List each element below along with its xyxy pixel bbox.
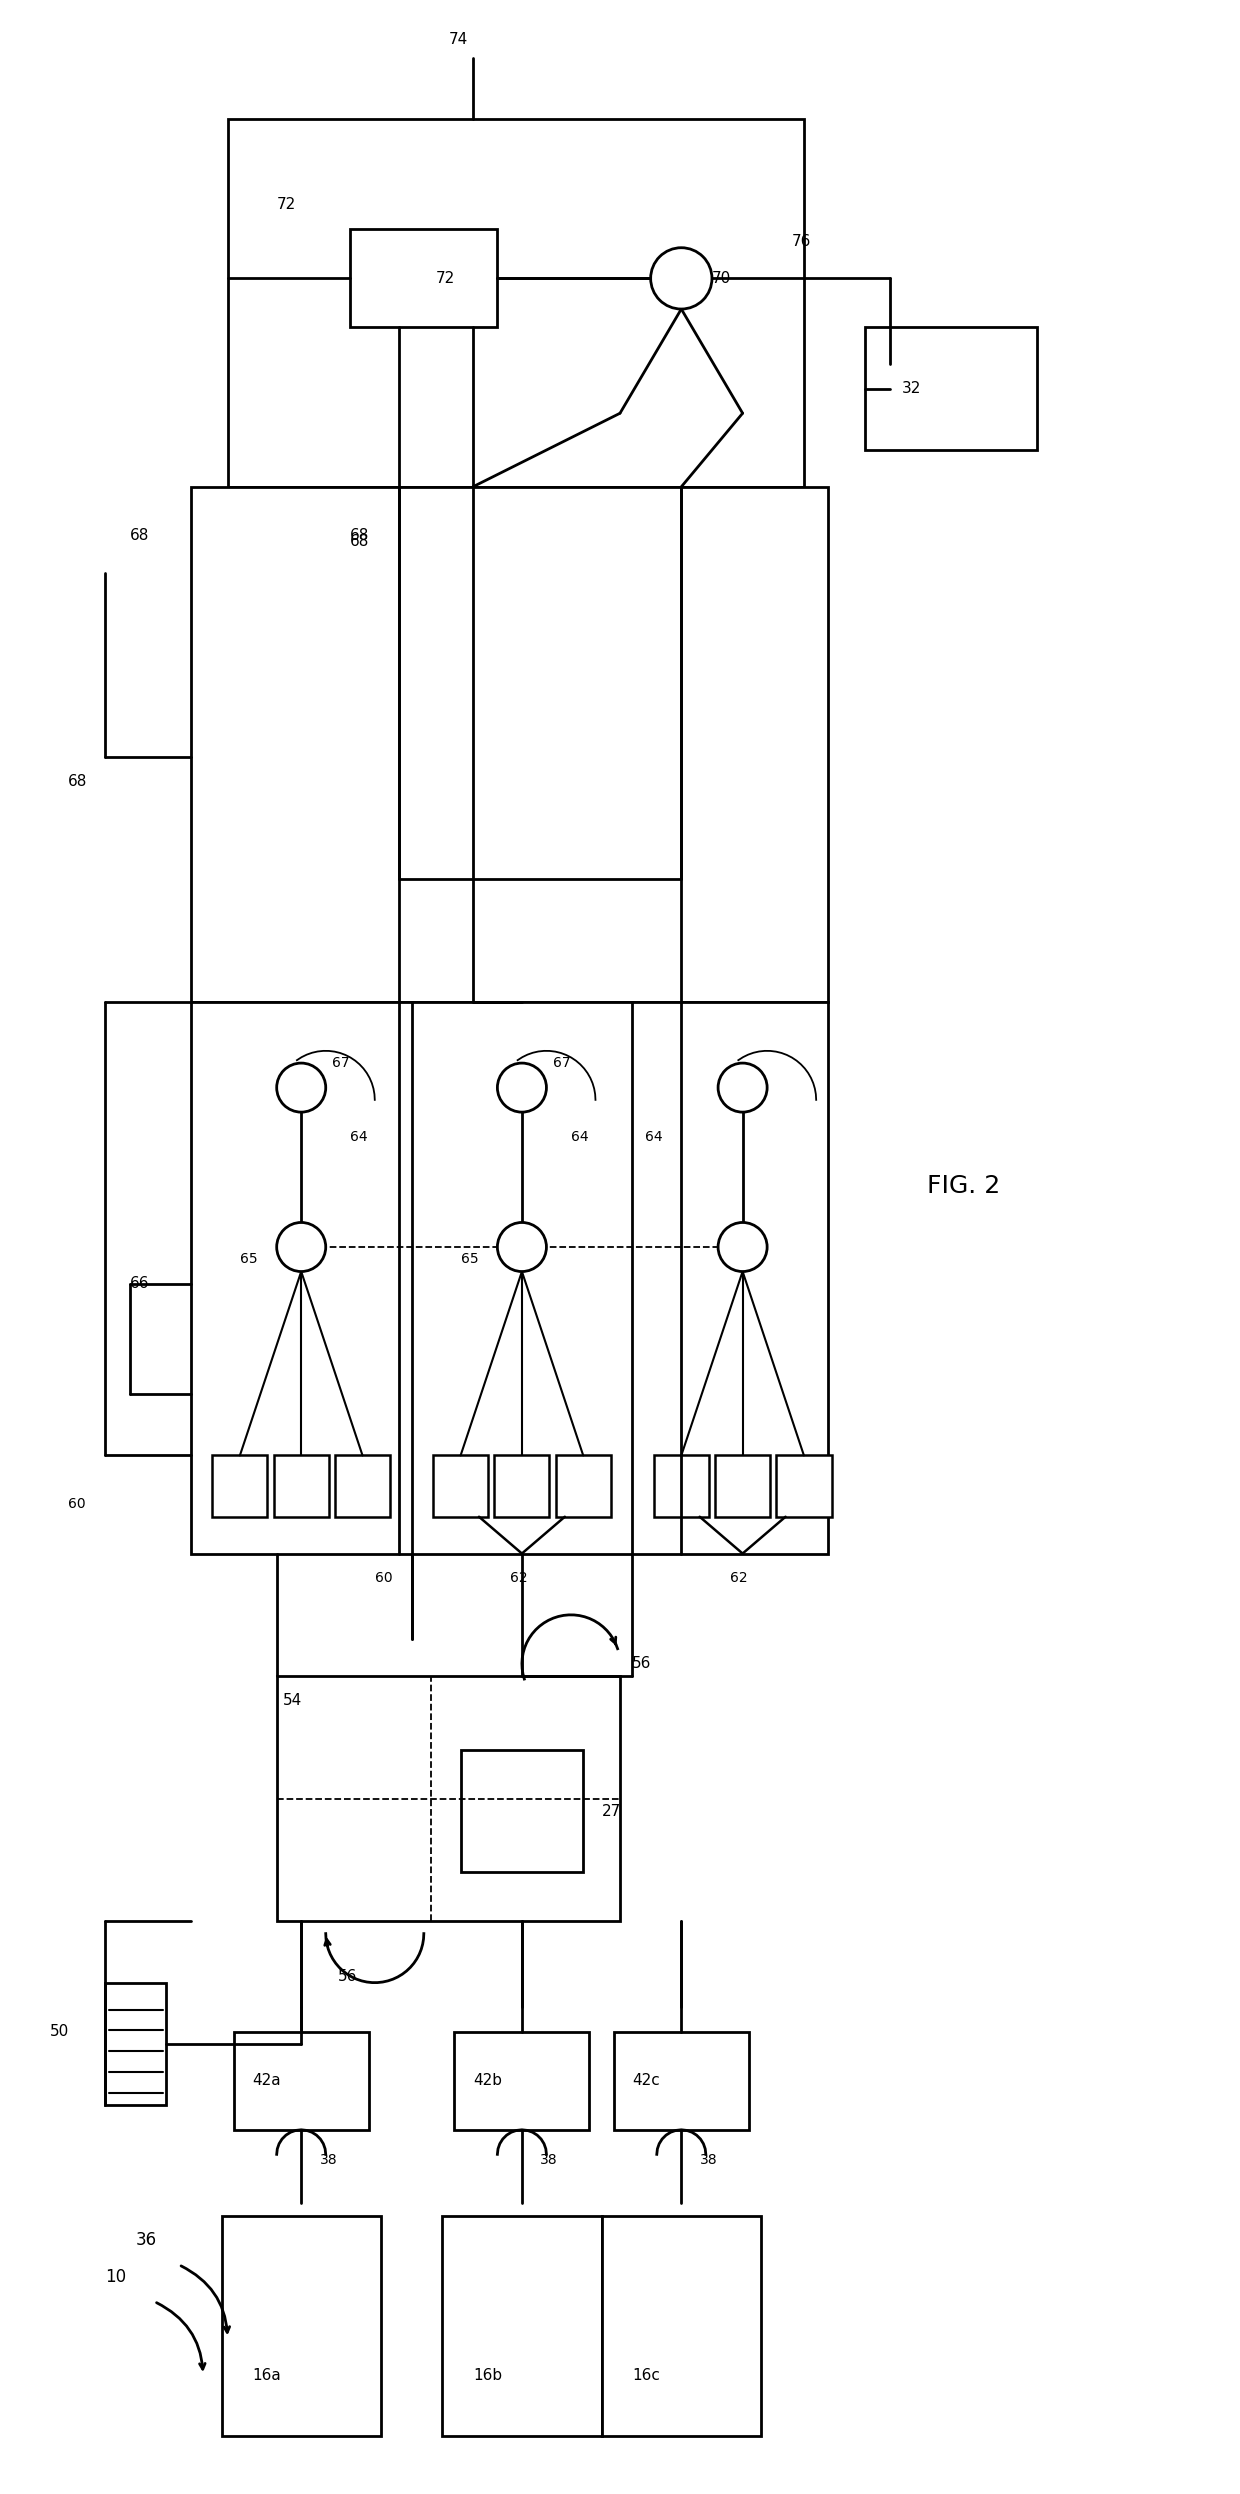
Text: 42c: 42c (632, 2073, 660, 2087)
Circle shape (497, 1062, 547, 1112)
Text: 50: 50 (50, 2025, 69, 2040)
Text: 72: 72 (436, 272, 455, 287)
Bar (212, 1456, 268, 1516)
Bar (653, 1456, 709, 1516)
Text: 65: 65 (460, 1252, 479, 1267)
Text: 60: 60 (68, 1496, 86, 1511)
Text: 66: 66 (129, 1277, 149, 1292)
Bar (191, 1003, 828, 1554)
Bar (443, 2215, 601, 2437)
Text: 64: 64 (645, 1130, 662, 1145)
Text: 60: 60 (374, 1571, 392, 1586)
Text: 42a: 42a (252, 2073, 280, 2087)
Text: 56: 56 (339, 1970, 357, 1985)
Text: 64: 64 (570, 1130, 589, 1145)
Text: 54: 54 (283, 1693, 303, 1708)
Text: 38: 38 (320, 2152, 337, 2167)
Bar (228, 120, 804, 486)
Text: 76: 76 (791, 234, 811, 249)
Text: 65: 65 (239, 1252, 258, 1267)
Text: 62: 62 (730, 1571, 748, 1586)
Bar (866, 327, 1037, 449)
Bar (105, 1983, 166, 2105)
Text: FIG. 2: FIG. 2 (926, 1175, 999, 1197)
Text: 67: 67 (332, 1055, 350, 1070)
Text: 74: 74 (449, 32, 467, 47)
Circle shape (651, 247, 712, 309)
Bar (455, 2033, 589, 2130)
Text: 68: 68 (350, 529, 370, 544)
Text: 16b: 16b (472, 2367, 502, 2382)
Text: 10: 10 (105, 2267, 126, 2287)
Circle shape (277, 1062, 326, 1112)
Text: 68: 68 (68, 773, 88, 788)
Text: 67: 67 (553, 1055, 570, 1070)
Bar (460, 1751, 583, 1873)
Text: 16a: 16a (252, 2367, 281, 2382)
Text: 38: 38 (699, 2152, 717, 2167)
Bar (335, 1456, 391, 1516)
Bar (274, 1456, 329, 1516)
Bar (350, 229, 497, 327)
Text: 72: 72 (277, 197, 296, 212)
Text: 42b: 42b (472, 2073, 502, 2087)
Text: 64: 64 (350, 1130, 368, 1145)
Circle shape (718, 1222, 768, 1272)
Bar (556, 1456, 611, 1516)
Text: 36: 36 (135, 2232, 156, 2250)
Text: 68: 68 (350, 534, 370, 549)
Bar (277, 1676, 620, 1920)
Bar (234, 2033, 368, 2130)
Text: 16c: 16c (632, 2367, 660, 2382)
Circle shape (718, 1062, 768, 1112)
Text: 70: 70 (712, 272, 732, 287)
Text: 27: 27 (601, 1803, 621, 1818)
Bar (601, 2215, 761, 2437)
Bar (715, 1456, 770, 1516)
Text: 56: 56 (632, 1656, 652, 1671)
Bar (776, 1456, 832, 1516)
Text: 38: 38 (541, 2152, 558, 2167)
Circle shape (497, 1222, 547, 1272)
Bar (222, 2215, 381, 2437)
Text: 68: 68 (129, 529, 149, 544)
Bar (191, 486, 828, 1003)
Text: 62: 62 (510, 1571, 527, 1586)
Bar (495, 1456, 549, 1516)
Circle shape (277, 1222, 326, 1272)
Text: 32: 32 (901, 382, 921, 397)
Bar (614, 2033, 749, 2130)
Bar (433, 1456, 489, 1516)
